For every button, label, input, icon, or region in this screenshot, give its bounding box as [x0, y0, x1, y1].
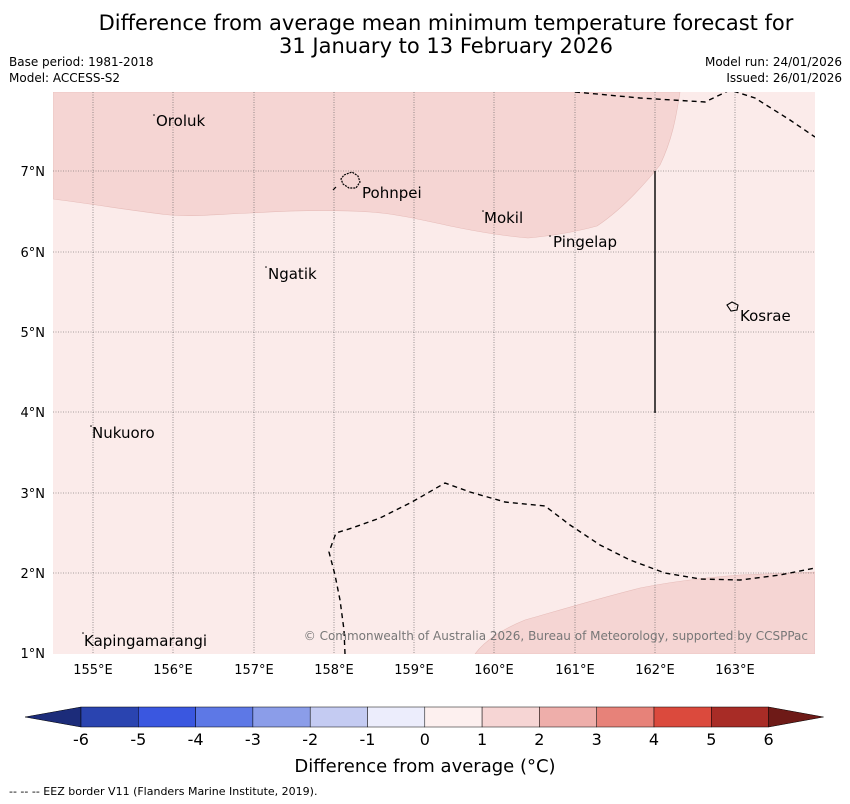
- colorbar: -6 -5 -4 -3 -2 -1 0 1 2 3 4 5 6: [24, 706, 824, 749]
- colorbar-tick-label: -3: [245, 730, 261, 749]
- place-label-pingelap: Pingelap: [553, 233, 617, 251]
- colorbar-swatch: [539, 706, 597, 728]
- model-name: Model: ACCESS-S2: [9, 71, 121, 85]
- base-period: Base period: 1981-2018: [9, 55, 154, 69]
- title-line-1: Difference from average mean minimum tem…: [98, 11, 794, 35]
- title-line-2: 31 January to 13 February 2026: [278, 34, 613, 58]
- mokil-atoll: [482, 210, 484, 212]
- pingelap-atoll: [549, 235, 551, 237]
- map-title: Difference from average mean minimum tem…: [0, 12, 850, 58]
- lon-label: 161°E: [555, 663, 595, 678]
- lat-label: 7°N: [21, 165, 46, 180]
- place-label-kapingamarangi: Kapingamarangi: [84, 632, 207, 650]
- colorbar-extend-high: [768, 706, 824, 728]
- colorbar-swatch: [309, 706, 368, 728]
- lon-label: 157°E: [234, 663, 274, 678]
- lon-label: 160°E: [474, 663, 514, 678]
- issued-date: Issued: 26/01/2026: [726, 71, 842, 85]
- meta-left: Base period: 1981-2018 Model: ACCESS-S2: [9, 54, 154, 86]
- meta-right: Model run: 24/01/2026 Issued: 26/01/2026: [705, 54, 842, 86]
- colorbar-swatch: [481, 706, 540, 728]
- colorbar-swatch: [653, 706, 712, 728]
- colorbar-tick-label: 6: [764, 730, 774, 749]
- colorbar-tick-label: 5: [706, 730, 716, 749]
- lon-label: 155°E: [73, 663, 113, 678]
- lat-label: 2°N: [21, 567, 46, 582]
- colorbar-swatch: [596, 706, 655, 728]
- colorbar-tick-label: 3: [592, 730, 602, 749]
- lat-label: 6°N: [21, 246, 46, 261]
- colorbar-tick-label: 2: [534, 730, 544, 749]
- lon-label: 162°E: [635, 663, 675, 678]
- lat-label: 1°N: [21, 647, 46, 662]
- lon-label: 158°E: [314, 663, 354, 678]
- longitude-labels: 155°E 156°E 157°E 158°E 159°E 160°E 161°…: [73, 663, 755, 678]
- colorbar-swatch: [252, 706, 311, 728]
- lon-label: 156°E: [153, 663, 193, 678]
- lat-label: 5°N: [21, 326, 46, 341]
- place-label-oroluk: Oroluk: [156, 112, 205, 130]
- colorbar-tick-label: -1: [360, 730, 376, 749]
- lat-label: 3°N: [21, 487, 46, 502]
- colorbar-swatch: [138, 706, 196, 728]
- colorbar-swatch: [424, 706, 483, 728]
- islet-west-pohnpei: [332, 186, 337, 191]
- colorbar-tick-label: -4: [188, 730, 204, 749]
- latitude-labels: 7°N 6°N 5°N 4°N 3°N 2°N 1°N: [21, 165, 46, 662]
- colorbar-swatch: [367, 706, 426, 728]
- place-label-ngatik: Ngatik: [268, 265, 317, 283]
- model-run: Model run: 24/01/2026: [704, 55, 842, 69]
- eez-borders: [328, 92, 815, 654]
- lon-label: 159°E: [394, 663, 434, 678]
- anomaly-region-1-2-south: [474, 571, 815, 654]
- lat-label: 4°N: [21, 406, 46, 421]
- pohnpei-island: [340, 171, 361, 189]
- nukuoro-atoll: [90, 425, 92, 427]
- colorbar-tick-label: 4: [649, 730, 659, 749]
- colorbar-swatch: [711, 706, 769, 728]
- oroluk-atoll: [153, 114, 155, 116]
- colorbar-tick-label: 1: [477, 730, 487, 749]
- place-label-kosrae: Kosrae: [740, 307, 791, 325]
- kosrae-island: [726, 301, 739, 312]
- colorbar-label: Difference from average (°C): [294, 756, 556, 777]
- colorbar-extend-low: [24, 706, 82, 728]
- colorbar-tick-label: 0: [420, 730, 430, 749]
- place-label-pohnpei: Pohnpei: [362, 184, 422, 202]
- anomaly-region-1-2-north: [53, 92, 681, 239]
- kapingamarangi-atoll: [82, 632, 84, 634]
- lon-label: 163°E: [715, 663, 755, 678]
- colorbar-swatch: [195, 706, 254, 728]
- colorbar-tick-label: -2: [302, 730, 318, 749]
- place-label-mokil: Mokil: [484, 209, 523, 227]
- colorbar-tick-label: -6: [73, 730, 89, 749]
- place-label-nukuoro: Nukuoro: [92, 424, 155, 442]
- colorbar-swatch: [80, 706, 139, 728]
- copyright-notice: © Commonwealth of Australia 2026, Bureau…: [304, 629, 808, 643]
- ngatik-atoll: [265, 266, 267, 268]
- colorbar-tick-label: -5: [130, 730, 146, 749]
- footer-note: -- -- -- EEZ border V11 (Flanders Marine…: [9, 785, 318, 798]
